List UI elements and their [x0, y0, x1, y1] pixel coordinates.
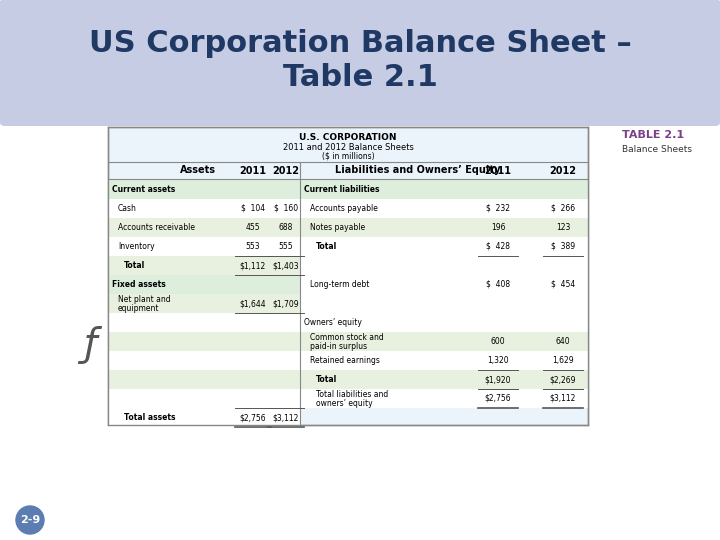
Text: paid-in surplus: paid-in surplus — [310, 342, 367, 351]
Bar — [300, 313, 588, 332]
Text: equipment: equipment — [118, 304, 160, 313]
Text: 123: 123 — [556, 223, 570, 232]
Text: Liabilities and Owners’ Equity: Liabilities and Owners’ Equity — [336, 165, 500, 175]
Text: $1,644: $1,644 — [240, 299, 266, 308]
Bar — [300, 351, 588, 370]
Text: 2011 and 2012 Balance Sheets: 2011 and 2012 Balance Sheets — [282, 143, 413, 152]
Text: 553: 553 — [246, 242, 261, 251]
Text: 455: 455 — [246, 223, 261, 232]
Text: 688: 688 — [279, 223, 293, 232]
Text: $1,403: $1,403 — [273, 261, 300, 270]
Text: Assets: Assets — [180, 165, 216, 175]
Text: $1,920: $1,920 — [485, 375, 511, 384]
Text: Current assets: Current assets — [112, 185, 175, 194]
Text: Accounts receivable: Accounts receivable — [118, 223, 195, 232]
Text: Owners’ equity: Owners’ equity — [304, 318, 362, 327]
Text: 600: 600 — [491, 337, 505, 346]
Text: $  389: $ 389 — [551, 242, 575, 251]
Text: Total: Total — [124, 261, 145, 270]
Text: Total: Total — [316, 375, 337, 384]
Text: owners’ equity: owners’ equity — [316, 399, 373, 408]
Text: $  408: $ 408 — [486, 280, 510, 289]
Text: 1,320: 1,320 — [487, 356, 509, 365]
Text: $3,112: $3,112 — [273, 413, 300, 422]
Text: U.S. CORPORATION: U.S. CORPORATION — [300, 132, 397, 141]
Text: 2012: 2012 — [549, 166, 577, 176]
Bar — [300, 218, 588, 237]
Bar — [108, 389, 300, 408]
Text: Notes payable: Notes payable — [310, 223, 365, 232]
Text: Cash: Cash — [118, 204, 137, 213]
Text: 2012: 2012 — [272, 166, 300, 176]
Text: TABLE 2.1: TABLE 2.1 — [622, 130, 684, 140]
Bar — [108, 408, 300, 427]
Bar — [108, 294, 300, 313]
Text: 196: 196 — [491, 223, 505, 232]
Text: $  160: $ 160 — [274, 204, 298, 213]
Text: Balance Sheets: Balance Sheets — [622, 145, 692, 153]
Text: 2-9: 2-9 — [20, 515, 40, 525]
Text: $  266: $ 266 — [551, 204, 575, 213]
Bar — [300, 256, 588, 275]
Text: Fixed assets: Fixed assets — [112, 280, 166, 289]
Text: $  232: $ 232 — [486, 204, 510, 213]
Bar — [300, 332, 588, 351]
Bar — [108, 237, 300, 256]
Bar — [108, 218, 300, 237]
Bar — [300, 275, 588, 294]
Bar — [300, 389, 588, 408]
Text: $2,756: $2,756 — [485, 394, 511, 403]
Text: Retained earnings: Retained earnings — [310, 356, 380, 365]
Bar — [300, 370, 588, 389]
Text: $  104: $ 104 — [241, 204, 265, 213]
Text: ($ in millions): ($ in millions) — [322, 152, 374, 160]
Text: $1,112: $1,112 — [240, 261, 266, 270]
Text: Total liabilities and: Total liabilities and — [316, 390, 388, 399]
Text: Table 2.1: Table 2.1 — [282, 63, 438, 91]
Text: Inventory: Inventory — [118, 242, 155, 251]
Text: Total: Total — [316, 242, 337, 251]
FancyBboxPatch shape — [0, 0, 720, 126]
Bar — [108, 370, 300, 389]
Text: Long-term debt: Long-term debt — [310, 280, 369, 289]
Text: $3,112: $3,112 — [550, 394, 576, 403]
Bar — [108, 199, 300, 218]
Text: Current liabilities: Current liabilities — [304, 185, 379, 194]
Text: Accounts payable: Accounts payable — [310, 204, 378, 213]
Bar — [108, 275, 300, 294]
Text: $2,269: $2,269 — [550, 375, 576, 384]
FancyBboxPatch shape — [1, 501, 719, 539]
Bar — [108, 180, 300, 199]
Bar — [300, 294, 588, 313]
Text: Net plant and: Net plant and — [118, 295, 171, 304]
Bar — [108, 313, 300, 332]
Text: $2,756: $2,756 — [240, 413, 266, 422]
Text: 1,629: 1,629 — [552, 356, 574, 365]
Bar — [300, 199, 588, 218]
Bar — [108, 256, 300, 275]
Text: US Corporation Balance Sheet –: US Corporation Balance Sheet – — [89, 29, 631, 57]
Text: 555: 555 — [279, 242, 293, 251]
Text: $1,709: $1,709 — [273, 299, 300, 308]
Text: $  454: $ 454 — [551, 280, 575, 289]
Circle shape — [16, 506, 44, 534]
Text: $  428: $ 428 — [486, 242, 510, 251]
Bar — [300, 237, 588, 256]
Text: 2011: 2011 — [240, 166, 266, 176]
Text: ƒ: ƒ — [84, 326, 96, 364]
Bar — [108, 351, 300, 370]
Bar — [108, 332, 300, 351]
Text: 2011: 2011 — [485, 166, 511, 176]
Text: 640: 640 — [556, 337, 570, 346]
Bar — [300, 180, 588, 199]
Text: Total assets: Total assets — [124, 413, 176, 422]
FancyBboxPatch shape — [108, 127, 588, 425]
Text: Common stock and: Common stock and — [310, 333, 384, 342]
